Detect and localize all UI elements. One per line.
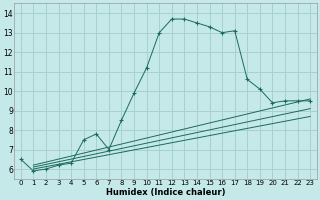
X-axis label: Humidex (Indice chaleur): Humidex (Indice chaleur) <box>106 188 225 197</box>
